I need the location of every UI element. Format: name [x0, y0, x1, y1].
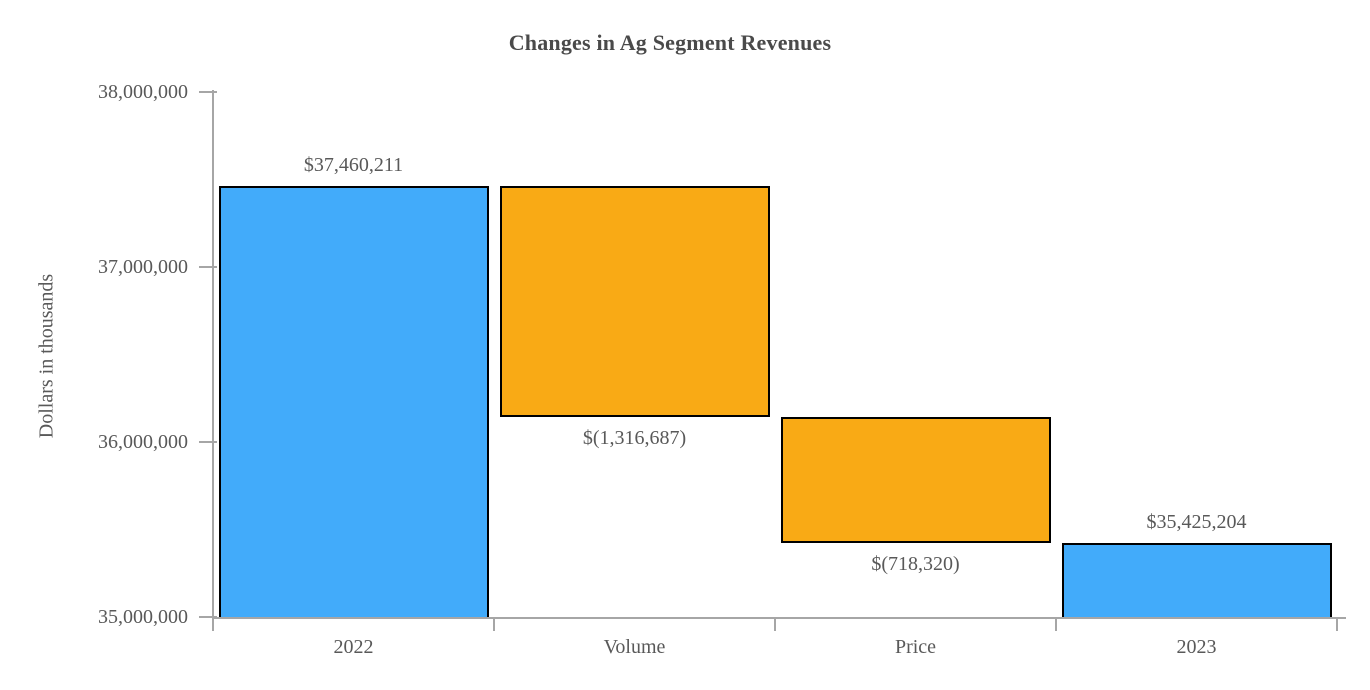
y-tick-mark — [199, 441, 217, 443]
bar-volume — [499, 186, 770, 417]
y-tick-mark — [199, 616, 217, 618]
bar-value-label-price: $(718,320) — [871, 552, 960, 575]
x-tick-mark — [1055, 617, 1057, 631]
bar-value-label-2022: $37,460,211 — [303, 154, 404, 177]
y-tick-mark — [199, 266, 217, 268]
y-tick-label: 35,000,000 — [98, 606, 188, 628]
y-axis-line — [212, 90, 214, 619]
x-axis-label-2022: 2022 — [333, 636, 374, 658]
x-axis-label-price: Price — [894, 636, 937, 658]
x-tick-mark — [212, 617, 214, 631]
bar-2023 — [1061, 542, 1332, 619]
y-tick-label: 37,000,000 — [98, 256, 188, 278]
y-tick-mark — [199, 91, 217, 93]
x-axis-label-2023: 2023 — [1176, 636, 1217, 658]
x-axis-line — [212, 617, 1346, 619]
chart-title: Changes in Ag Segment Revenues — [508, 30, 832, 55]
bar-value-label-volume: $(1,316,687) — [582, 426, 687, 449]
bar-price — [780, 416, 1051, 543]
x-tick-mark — [774, 617, 776, 631]
y-tick-label: 36,000,000 — [98, 431, 188, 453]
x-axis-label-volume: Volume — [603, 636, 666, 658]
y-axis-title: Dollars in thousands — [35, 273, 58, 439]
x-tick-mark — [1336, 617, 1338, 631]
y-tick-label: 38,000,000 — [98, 81, 188, 103]
bar-2022 — [218, 186, 489, 619]
x-tick-mark — [493, 617, 495, 631]
bar-value-label-2023: $35,425,204 — [1146, 510, 1247, 533]
